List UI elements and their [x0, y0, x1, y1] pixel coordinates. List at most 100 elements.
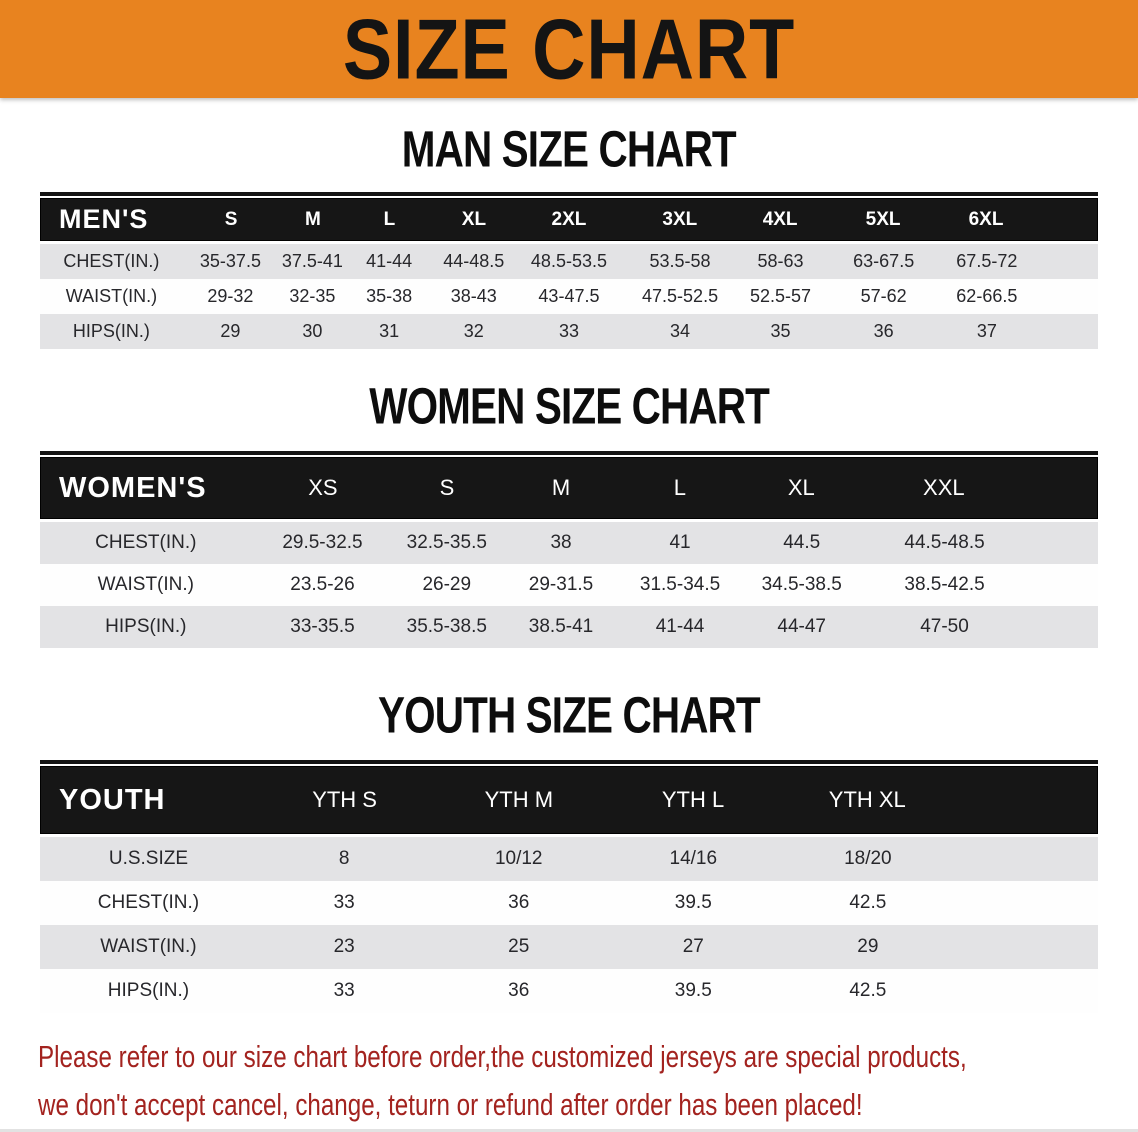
size-column-header: YTH L: [661, 787, 725, 812]
measurement-value-cell: 32-35: [289, 286, 336, 306]
size-column-header: XXL: [923, 475, 965, 500]
measurement-value-cell: 47-50: [920, 616, 969, 637]
measurement-value-cell: 47.5-52.5: [642, 286, 719, 306]
size-column-header: YTH M: [484, 787, 554, 812]
measurement-value-cell: 48.5-53.5: [530, 251, 607, 271]
page-title: SIZE CHART: [342, 0, 796, 97]
footnote-line-2: we don't accept cancel, change, teturn o…: [38, 1087, 863, 1122]
table-title-cell: MEN'S: [59, 204, 149, 234]
spacer-cell: [1024, 522, 1098, 564]
table-title-cell: WOMEN'S: [59, 471, 207, 504]
measurement-value-cell: 14/16: [669, 848, 718, 869]
women-size-table: WOMEN'S XS S M L XL XXL CHEST(IN.) 29.5-32.5 32.5…: [40, 451, 1098, 648]
size-column-header: M: [551, 475, 571, 500]
measurement-value-cell: 35.5-38.5: [406, 616, 487, 637]
measurement-row: WAIST(IN.) 29-32 32-35 35-38 38-43 43-47.5 47.…: [40, 279, 1098, 314]
men-section: MAN SIZE CHART MEN'S S M L XL 2XL 3XL 4XL 5XL 6XL…: [0, 120, 1138, 349]
measurement-value-cell: 18/20: [844, 848, 892, 869]
measurement-value-cell: 41: [669, 532, 691, 553]
measurement-value-cell: 42.5: [849, 892, 887, 913]
size-column-header: XS: [308, 475, 338, 500]
banner: SIZE CHART: [0, 0, 1138, 98]
measurement-label-cell: HIPS(IN.): [72, 321, 150, 341]
spacer-cell: [1024, 564, 1098, 606]
measurement-value-cell: 23.5-26: [290, 574, 355, 595]
youth-section-heading: YOUTH SIZE CHART: [0, 686, 1138, 744]
size-table-header-row: MEN'S S M L XL 2XL 3XL 4XL 5XL 6XL: [40, 198, 1098, 241]
size-column-header: YTH XL: [828, 787, 906, 812]
measurement-label-cell: WAIST(IN.): [65, 286, 158, 306]
spacer-cell: [955, 925, 1098, 969]
measurement-value-cell: 38.5-41: [528, 616, 594, 637]
measurement-value-cell: 25: [508, 936, 530, 957]
measurement-value-cell: 43-47.5: [538, 286, 600, 306]
measurement-label-cell: CHEST(IN.): [95, 532, 197, 553]
measurement-value-cell: 33: [558, 321, 579, 341]
measurement-value-cell: 63-67.5: [853, 251, 915, 271]
youth-section-heading-text: YOUTH SIZE CHART: [378, 686, 761, 744]
measurement-value-cell: 37.5-41: [281, 251, 343, 271]
measurement-value-cell: 31.5-34.5: [639, 574, 721, 595]
measurement-value-cell: 36: [873, 321, 894, 341]
measurement-value-cell: 52.5-57: [750, 286, 812, 306]
measurement-label-cell: CHEST(IN.): [97, 892, 200, 913]
size-column-header: 4XL: [762, 208, 798, 230]
measurement-value-cell: 38: [550, 532, 572, 553]
measurement-value-cell: 42.5: [849, 980, 887, 1001]
measurement-value-cell: 36: [508, 980, 530, 1001]
measurement-value-cell: 29-32: [207, 286, 254, 306]
measurement-value-cell: 67.5-72: [956, 251, 1018, 271]
measurement-value-cell: 53.5-58: [649, 251, 711, 271]
measurement-value-cell: 27: [682, 936, 704, 957]
measurement-label-cell: HIPS(IN.): [107, 980, 190, 1001]
measurement-value-cell: 34: [670, 321, 691, 341]
measurement-value-cell: 36: [508, 892, 530, 913]
measurement-value-cell: 44.5: [783, 532, 821, 553]
measurement-value-cell: 31: [379, 321, 400, 341]
measurement-value-cell: 41-44: [655, 616, 705, 637]
spacer-cell: [1023, 458, 1097, 518]
measurement-value-cell: 33: [333, 980, 355, 1001]
measurement-value-cell: 37: [976, 321, 997, 341]
measurement-label-cell: WAIST(IN.): [100, 936, 197, 957]
spacer-cell: [1029, 244, 1098, 279]
spacer-cell: [1029, 279, 1098, 314]
measurement-value-cell: 39.5: [674, 980, 712, 1001]
measurement-value-cell: 29: [857, 936, 879, 957]
measurement-row: CHEST(IN.) 35-37.5 37.5-41 41-44 44-48.5 48.5…: [40, 244, 1098, 279]
measurement-row: WAIST(IN.) 23.5-26 26-29 29-31.5 31.5-34.5 34…: [40, 564, 1098, 606]
size-column-header: 6XL: [968, 208, 1004, 230]
measurement-value-cell: 57-62: [860, 286, 907, 306]
measurement-value-cell: 33-35.5: [290, 616, 355, 637]
measurement-value-cell: 44-48.5: [443, 251, 505, 271]
footnote: Please refer to our size chart before or…: [38, 1033, 1138, 1129]
measurement-label-cell: WAIST(IN.): [97, 574, 194, 595]
spacer-cell: [1029, 314, 1098, 349]
measurement-value-cell: 39.5: [674, 892, 712, 913]
measurement-value-cell: 29.5-32.5: [282, 532, 363, 553]
men-size-table: MEN'S S M L XL 2XL 3XL 4XL 5XL 6XL CHEST(IN.) 35-37…: [40, 192, 1098, 349]
youth-size-table: YOUTH YTH S YTH M YTH L YTH XL U.S.SIZE 8 10/12…: [40, 760, 1098, 1013]
spacer-cell: [1028, 199, 1097, 240]
measurement-value-cell: 29: [220, 321, 241, 341]
measurement-row: U.S.SIZE 8 10/12 14/16 18/20: [40, 837, 1098, 881]
measurement-row: HIPS(IN.) 33-35.5 35.5-38.5 38.5-41 41-44 44-…: [40, 606, 1098, 648]
measurement-value-cell: 32.5-35.5: [406, 532, 487, 553]
men-section-heading: MAN SIZE CHART: [0, 120, 1138, 178]
measurement-row: CHEST(IN.) 33 36 39.5 42.5: [40, 881, 1098, 925]
footnote-line-1: Please refer to our size chart before or…: [38, 1039, 967, 1074]
size-column-header: M: [304, 208, 321, 230]
spacer-cell: [1024, 606, 1098, 648]
spacer-cell: [955, 969, 1098, 1013]
measurement-value-cell: 62-66.5: [956, 286, 1018, 306]
measurement-label-cell: U.S.SIZE: [108, 848, 189, 869]
women-section: WOMEN SIZE CHART WOMEN'S XS S M L XL XXL CHEST(…: [0, 377, 1138, 648]
size-column-header: S: [439, 475, 455, 500]
size-column-header: L: [383, 208, 396, 230]
men-section-heading-text: MAN SIZE CHART: [401, 120, 737, 178]
measurement-value-cell: 10/12: [494, 848, 543, 869]
measurement-value-cell: 35-37.5: [199, 251, 261, 271]
measurement-value-cell: 34.5-38.5: [761, 574, 842, 595]
measurement-row: WAIST(IN.) 23 25 27 29: [40, 925, 1098, 969]
